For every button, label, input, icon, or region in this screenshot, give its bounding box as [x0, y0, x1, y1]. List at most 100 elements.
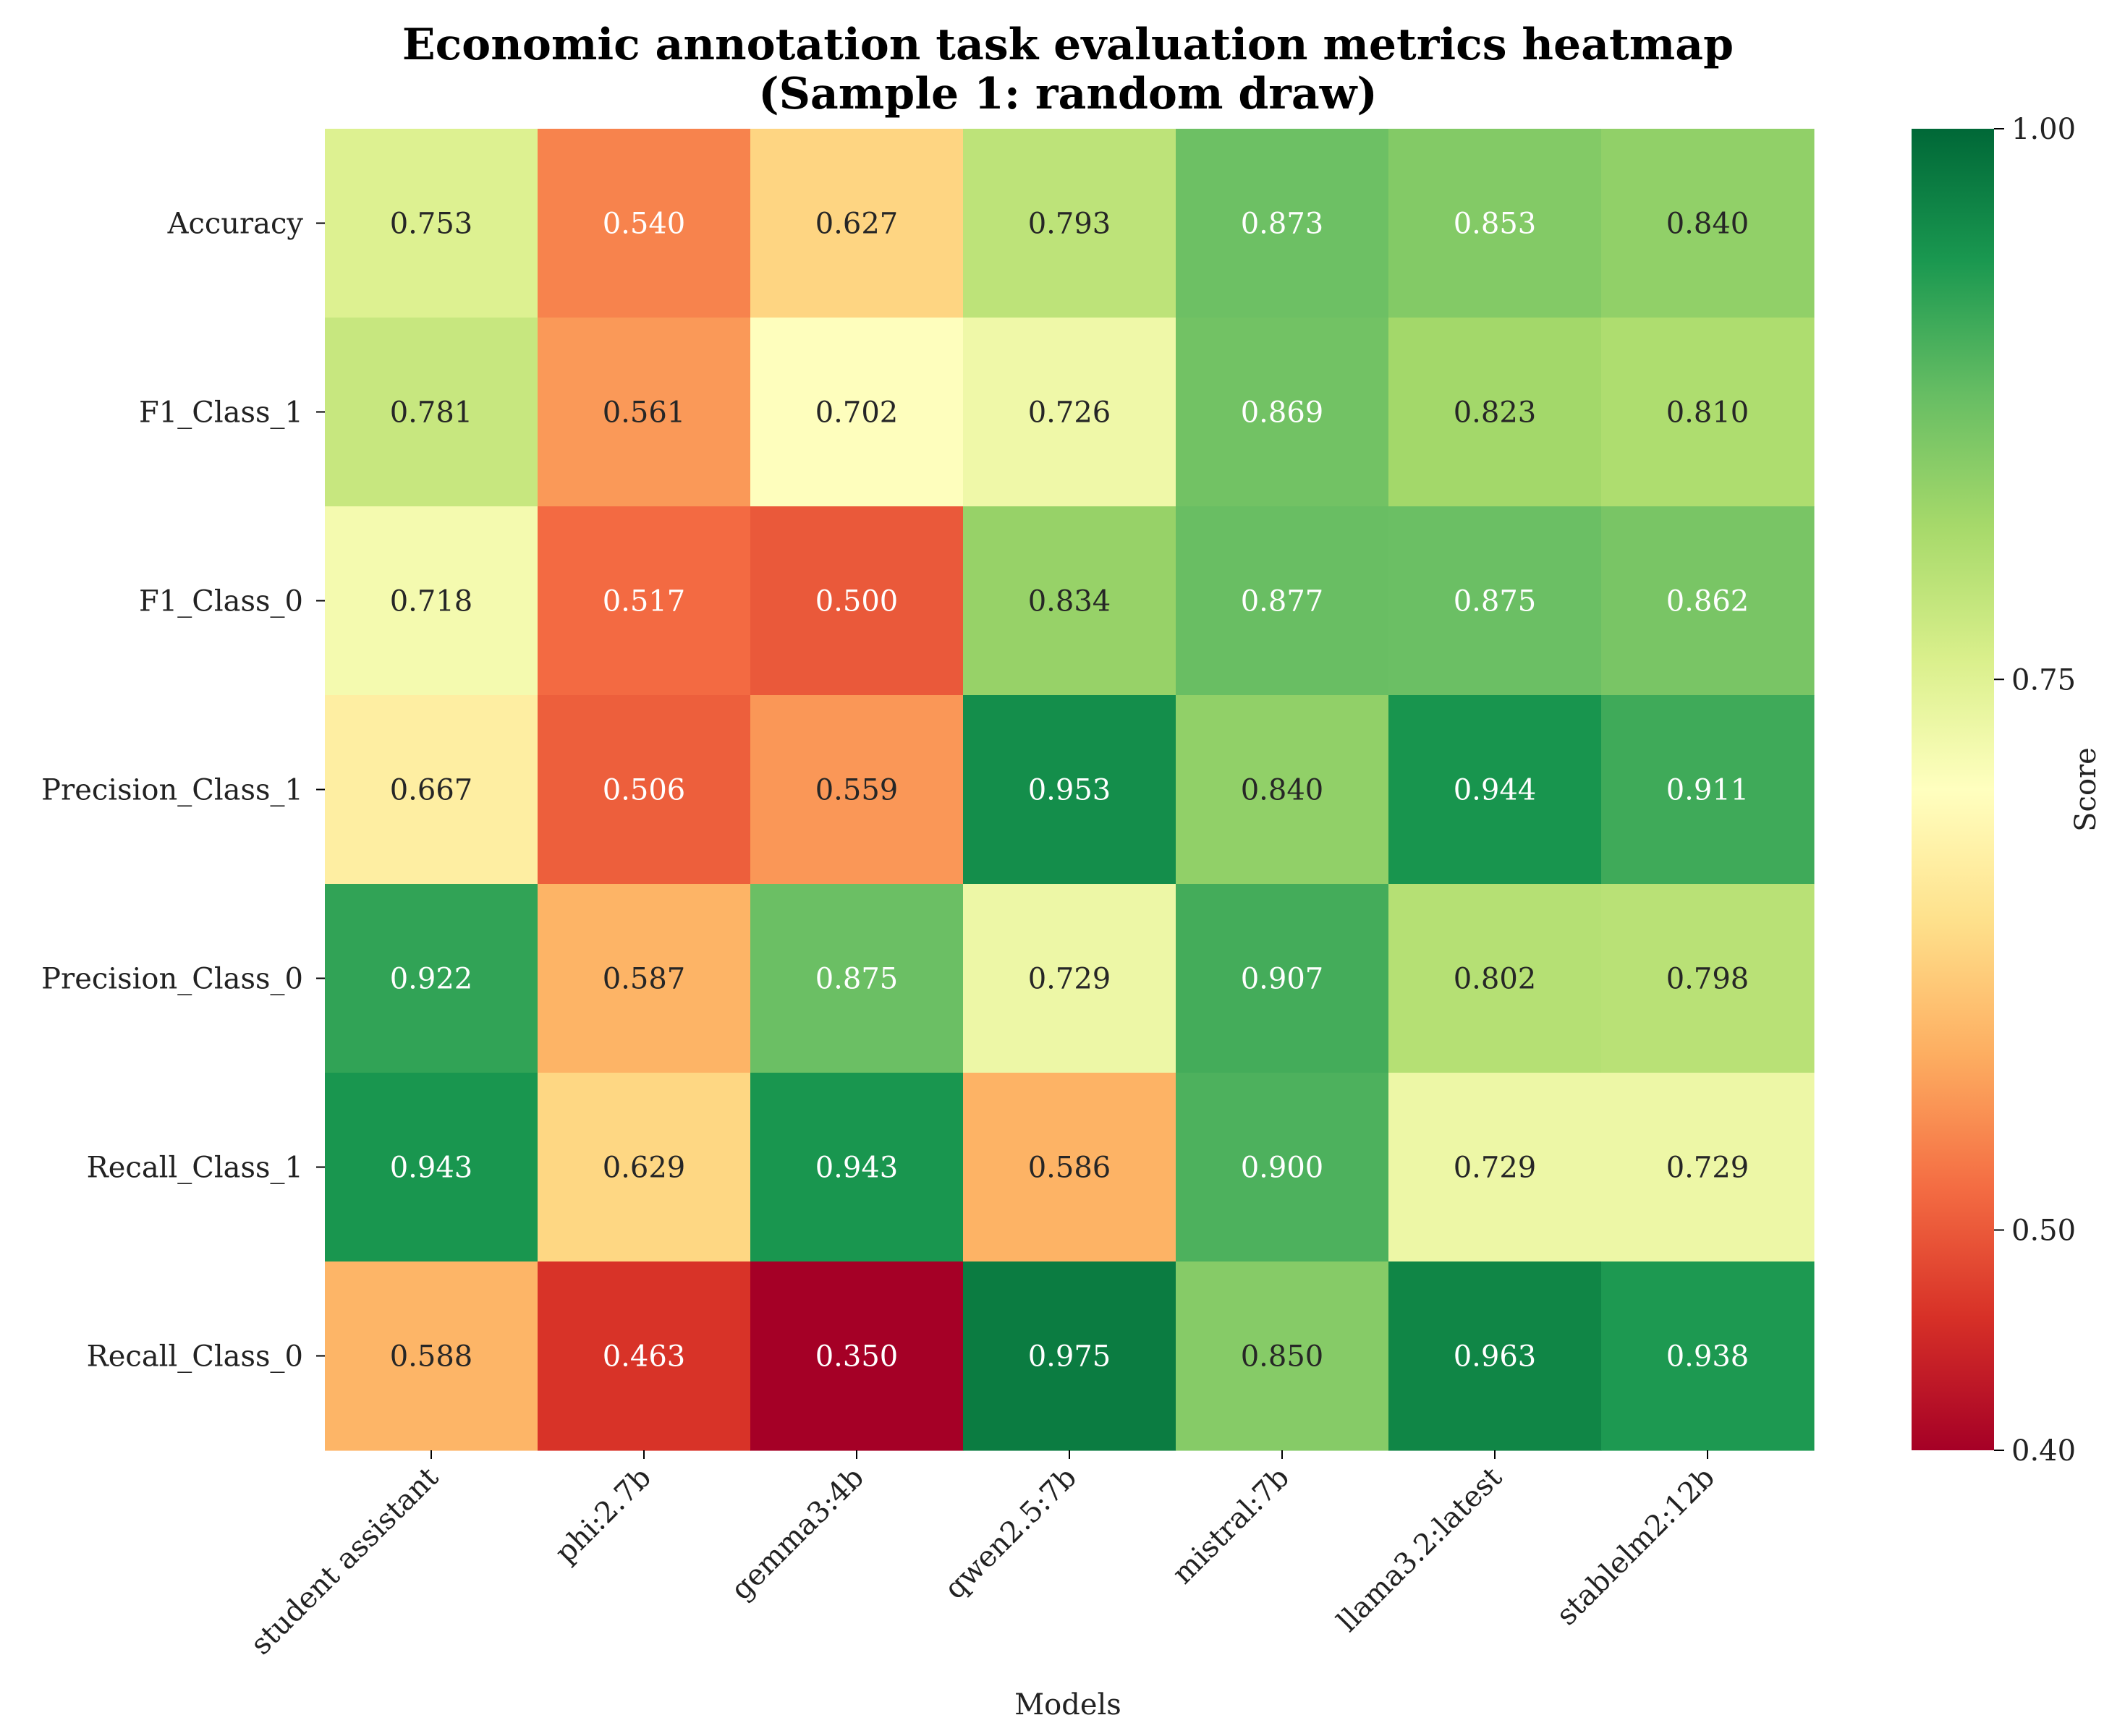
- chart-title-line-1: Economic annotation task evaluation metr…: [402, 20, 1734, 70]
- cell-value-label: 0.781: [390, 396, 473, 430]
- cell-value-label: 0.463: [603, 1340, 686, 1374]
- cell-value-label: 0.588: [390, 1340, 473, 1374]
- heatmap-cell: [538, 695, 751, 885]
- cell-value-label: 0.559: [815, 774, 899, 807]
- colorbar-gradient: [1912, 129, 1994, 1450]
- heatmap-cell: [1601, 884, 1815, 1073]
- cell-value-label: 0.627: [815, 208, 899, 241]
- heatmap-cell: [1601, 506, 1815, 696]
- cell-value-label: 0.586: [1028, 1152, 1111, 1185]
- cell-value-label: 0.975: [1028, 1340, 1111, 1374]
- cell-value-label: 0.953: [1028, 774, 1111, 807]
- y-tick-label: Recall_Class_1: [87, 1152, 303, 1185]
- heatmap-cell: [1388, 506, 1602, 696]
- cell-value-label: 0.729: [1028, 963, 1111, 996]
- heatmap-cell: [1176, 506, 1389, 696]
- cell-value-label: 0.540: [603, 208, 686, 241]
- heatmap-cell: [1176, 129, 1389, 318]
- heatmap-cell: [538, 506, 751, 696]
- cell-value-label: 0.869: [1241, 396, 1324, 430]
- cell-value-label: 0.726: [1028, 396, 1111, 430]
- cell-value-label: 0.911: [1666, 774, 1749, 807]
- x-tick-label: llama3.2:latest: [1331, 1461, 1509, 1639]
- cell-value-label: 0.840: [1666, 208, 1749, 241]
- cell-value-label: 0.506: [603, 774, 686, 807]
- cell-value-label: 0.850: [1241, 1340, 1324, 1374]
- cell-value-label: 0.729: [1454, 1152, 1537, 1185]
- cell-value-label: 0.862: [1666, 585, 1749, 618]
- cell-value-label: 0.802: [1454, 963, 1537, 996]
- heatmap-cell: [538, 1073, 751, 1262]
- cell-value-label: 0.667: [390, 774, 473, 807]
- heatmap-cell: [325, 1073, 538, 1262]
- heatmap-cell: [750, 129, 964, 318]
- cell-value-label: 0.834: [1028, 585, 1111, 618]
- cell-value-label: 0.350: [815, 1340, 899, 1374]
- x-tick-label: qwen2.5:7b: [938, 1461, 1083, 1606]
- cell-value-label: 0.793: [1028, 208, 1111, 241]
- cell-value-label: 0.922: [390, 963, 473, 996]
- x-tick-label: phi:2.7b: [549, 1461, 658, 1570]
- heatmap-cell: [325, 318, 538, 507]
- heatmap-cell: [1601, 695, 1815, 885]
- heatmap-cell: [1388, 695, 1602, 885]
- heatmap-cell: [1176, 1073, 1389, 1262]
- cell-value-label: 0.840: [1241, 774, 1324, 807]
- heatmap-cell: [1388, 1073, 1602, 1262]
- heatmap-cell: [538, 318, 751, 507]
- cell-value-label: 0.823: [1454, 396, 1537, 430]
- heatmap-cell: [963, 695, 1176, 885]
- cell-value-label: 0.938: [1666, 1340, 1749, 1374]
- cell-value-label: 0.729: [1666, 1152, 1749, 1185]
- heatmap-cell: [538, 1261, 751, 1451]
- colorbar-tick-label: 0.50: [2011, 1214, 2076, 1248]
- y-tick-label: F1_Class_1: [139, 396, 303, 430]
- cell-value-label: 0.753: [390, 208, 473, 241]
- y-tick-label: Recall_Class_0: [87, 1340, 303, 1374]
- colorbar-tick-label: 0.75: [2011, 663, 2076, 697]
- cell-value-label: 0.517: [603, 585, 686, 618]
- heatmap-cell: [1176, 1261, 1389, 1451]
- y-tick-label: Precision_Class_1: [41, 774, 303, 807]
- heatmap-cell: [325, 506, 538, 696]
- heatmap-cell: [1176, 884, 1389, 1073]
- heatmap-cell: [963, 129, 1176, 318]
- cell-value-label: 0.875: [1454, 585, 1537, 618]
- colorbar-tick-label: 1.00: [2011, 113, 2076, 146]
- cell-value-label: 0.943: [390, 1152, 473, 1185]
- y-tick-label: Accuracy: [167, 208, 304, 241]
- heatmap-cell: [538, 129, 751, 318]
- x-tick-label: stablelm2:12b: [1550, 1461, 1721, 1633]
- heatmap-cell: [1176, 318, 1389, 507]
- heatmap-cell: [1388, 1261, 1602, 1451]
- y-tick-label: Precision_Class_0: [41, 963, 303, 996]
- heatmap-cell: [1176, 695, 1389, 885]
- heatmap-cell: [750, 318, 964, 507]
- heatmap-cell: [538, 884, 751, 1073]
- cell-value-label: 0.873: [1241, 208, 1324, 241]
- cell-value-label: 0.943: [815, 1152, 899, 1185]
- heatmap-cell: [750, 695, 964, 885]
- y-axis-tick-labels: Accuracy F1_Class_1 F1_Class_0 Precision_Cl…: [41, 208, 325, 1374]
- heatmap-cell: [1388, 129, 1602, 318]
- cell-value-label: 0.963: [1454, 1340, 1537, 1374]
- cell-value-label: 0.853: [1454, 208, 1537, 241]
- heatmap-cell: [1601, 1073, 1815, 1262]
- x-tick-label: student assistant: [245, 1461, 445, 1661]
- chart-title-line-2: (Sample 1: random draw): [758, 69, 1378, 119]
- heatmap-cell: [325, 695, 538, 885]
- y-tick-label: F1_Class_0: [139, 585, 303, 618]
- cell-value-label: 0.718: [390, 585, 473, 618]
- x-axis-label: Models: [1014, 1688, 1121, 1722]
- cell-value-label: 0.561: [603, 396, 686, 430]
- heatmap-cell: [963, 1261, 1176, 1451]
- heatmap-cell: [1388, 884, 1602, 1073]
- cell-value-label: 0.500: [815, 585, 899, 618]
- heatmap-cell: [963, 318, 1176, 507]
- colorbar-label: Score: [2069, 747, 2103, 832]
- cell-value-label: 0.629: [603, 1152, 686, 1185]
- heatmap-cell: [325, 1261, 538, 1451]
- cell-value-label: 0.907: [1241, 963, 1324, 996]
- heatmap-cell: [325, 884, 538, 1073]
- heatmap-cell: [750, 1073, 964, 1262]
